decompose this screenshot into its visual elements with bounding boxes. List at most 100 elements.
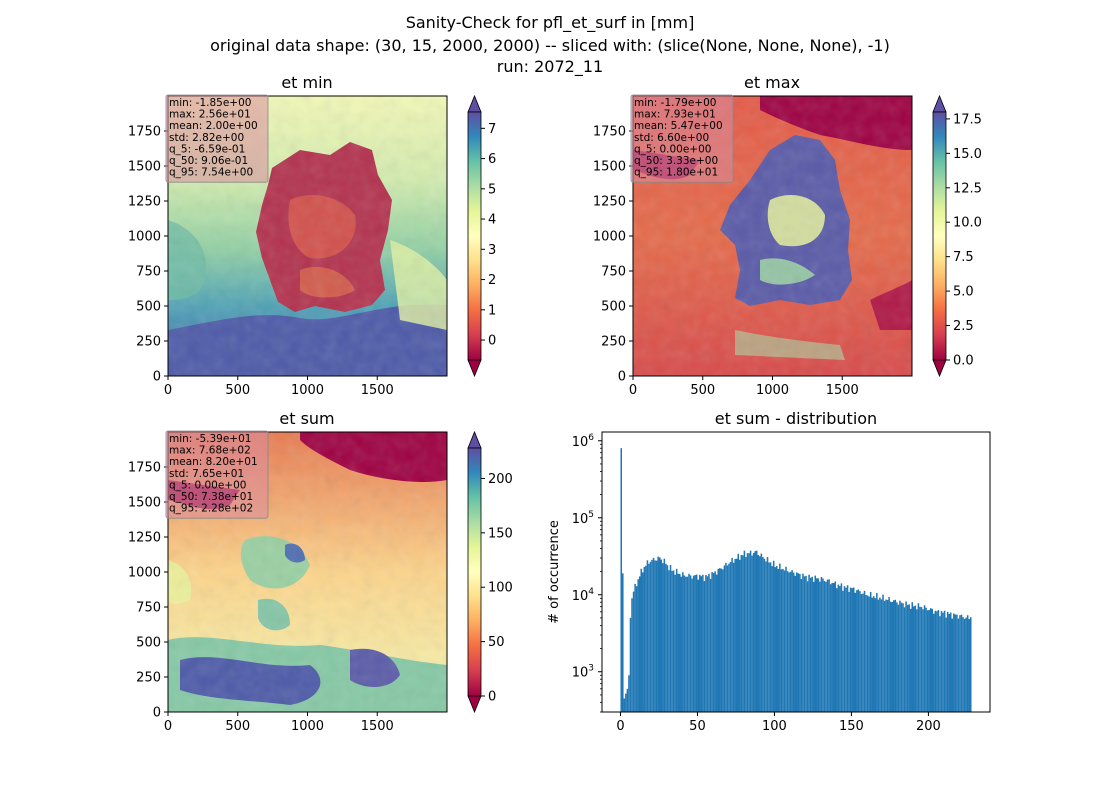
panel-title-et-min: et min (281, 73, 332, 92)
histogram-bar (934, 610, 937, 712)
stats-line: mean: 2.00e+00 (169, 120, 258, 132)
stats-line: mean: 8.20e+01 (169, 456, 258, 468)
histogram-bar (920, 607, 923, 712)
histogram-bar (834, 581, 837, 712)
histogram-bars (620, 448, 972, 712)
histogram-bar (803, 576, 806, 712)
histogram-bar (843, 586, 846, 712)
histogram-bar (734, 558, 736, 712)
histogram-bar (780, 569, 783, 712)
y-tick-label: 1750 (128, 461, 161, 476)
histogram-bar (654, 560, 656, 712)
histogram-bar (949, 612, 952, 712)
stats-box-background (165, 430, 269, 519)
histogram-bar (646, 560, 649, 712)
histogram-bar (906, 605, 909, 712)
colorbar-tick-label: 4 (488, 213, 496, 228)
histogram-bar (840, 583, 843, 712)
y-tick-label: 1250 (128, 195, 161, 210)
histogram-bar (711, 572, 713, 712)
histogram-bar (706, 576, 709, 712)
histogram-bar (806, 581, 809, 712)
stats-line: min: -1.85e+00 (169, 97, 251, 109)
y-tick-label: 750 (601, 265, 626, 280)
histogram-bar (703, 581, 706, 712)
colorbar-gradient (467, 447, 482, 697)
histogram-bar (857, 589, 860, 712)
histogram-bar (817, 578, 820, 712)
histogram-bar (871, 597, 873, 712)
histogram-bar (911, 602, 914, 712)
histogram-bar (635, 586, 638, 712)
colorbar-tick-label: 5 (488, 182, 496, 197)
histogram-bar (785, 566, 787, 712)
histogram-bar (722, 569, 724, 712)
histogram-bar (759, 556, 761, 712)
histogram-bar (766, 557, 769, 712)
colorbar-tick-label: 7 (488, 122, 496, 137)
histogram-bar (862, 593, 864, 712)
colorbar-tick-label: 3 (488, 243, 496, 258)
histogram-bar (957, 618, 960, 712)
stats-line: min: -1.79e+00 (634, 97, 716, 109)
histogram-bar (763, 558, 766, 712)
y-tick-label: 105 (572, 510, 594, 527)
histogram-bar (651, 559, 653, 712)
histogram-bar (811, 576, 813, 712)
x-tick-label: 200 (916, 719, 941, 734)
colorbar-tick-label: 17.5 (953, 112, 982, 127)
panel-histogram: et sum - distribution # of occurrence (547, 409, 991, 713)
histogram-bar (937, 610, 940, 712)
histogram-bar (888, 597, 890, 712)
histogram-bar (805, 575, 807, 712)
histogram-bar (728, 563, 730, 712)
colorbar-tick-label: 2 (488, 273, 496, 288)
histogram-bar (691, 578, 693, 712)
histogram-bar (968, 619, 970, 712)
histogram-bar (665, 563, 667, 712)
histogram-bar (783, 570, 786, 712)
stats-line: q_5: 0.00e+00 (634, 143, 711, 155)
histogram-bar (916, 609, 918, 712)
histogram-bar (877, 599, 880, 712)
histogram-bar (860, 594, 863, 712)
histogram-bar (897, 604, 900, 712)
histogram-bar (865, 594, 867, 712)
histogram-bar (832, 583, 835, 712)
histogram-bar (726, 565, 729, 712)
histogram-bar (685, 576, 687, 712)
histogram-bar (674, 574, 676, 712)
histogram-bar (945, 617, 947, 712)
histogram-bar (923, 605, 926, 712)
colorbar-tick-label: 0 (488, 690, 496, 705)
figure-title: Sanity-Check for pfl_et_surf in [mm] (405, 13, 695, 32)
histogram-bar (825, 581, 827, 712)
histogram-bar (620, 448, 623, 712)
histogram-bar (686, 576, 689, 712)
histogram-bar (859, 591, 861, 712)
histogram-bar (663, 558, 666, 712)
histogram-bar (765, 561, 767, 712)
histogram-bar (931, 608, 934, 712)
colorbar-tick-label: 5.0 (953, 285, 974, 300)
y-tick-label: 500 (136, 636, 161, 651)
histogram-bar (866, 595, 869, 712)
panel-title-et-max: et max (744, 73, 800, 92)
histogram-bar (719, 568, 721, 712)
figure-subtitle-run: run: 2072_11 (496, 57, 604, 76)
histogram-bar (963, 618, 966, 712)
histogram-bar (740, 555, 743, 712)
histogram-bar (829, 584, 832, 712)
histogram-bar (678, 573, 681, 712)
stats-box-background (165, 94, 269, 183)
x-tick-label: 0 (164, 719, 172, 734)
colorbar-tick-label: 50 (488, 635, 505, 650)
histogram-bar (889, 601, 892, 712)
histogram-bar (715, 574, 718, 712)
histogram-bar (954, 614, 957, 712)
stats-line: max: 2.56e+01 (169, 109, 251, 121)
colorbar-tick-label: 150 (488, 526, 513, 541)
